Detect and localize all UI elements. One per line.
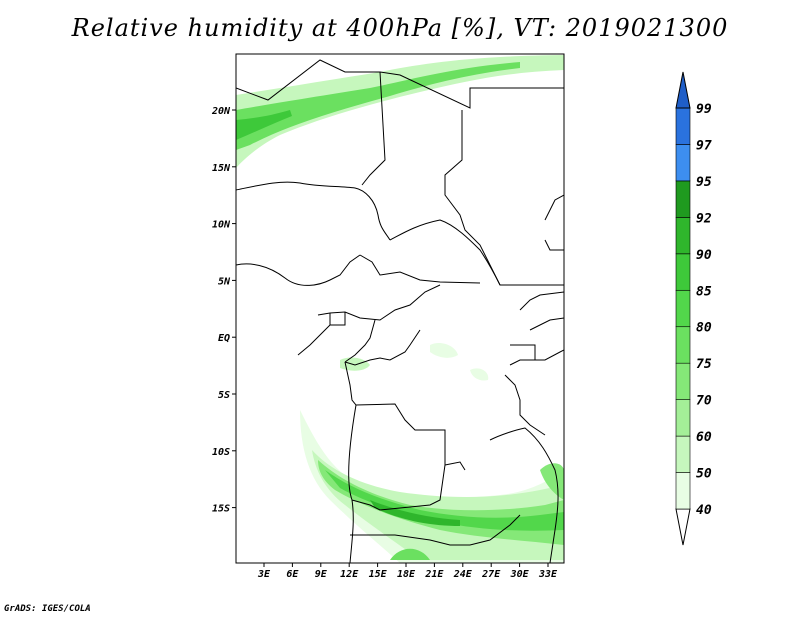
colorbar-label: 85 [696,284,712,299]
colorbar-segment [675,144,691,182]
grads-credit: GrADS: IGES/COLA [4,604,91,614]
colorbar-upper-arrow [675,71,691,109]
lat-tick-label: 15N [212,163,231,174]
lon-tick-label: 9E [315,569,328,580]
colorbar-segment [675,362,691,400]
lon-tick-label: 21E [424,569,444,580]
humidity-shading [236,55,564,563]
latitude-axis: 20N 15N 10N 5N EQ 5S 10S 15S [211,106,236,515]
colorbar-segment [675,107,691,145]
colorbar-lower-arrow [675,508,691,546]
colorbar-segment [675,399,691,437]
lat-tick-label: 10N [212,220,231,231]
colorbar-label: 40 [696,503,712,518]
lon-tick-label: 6E [286,569,299,580]
colorbar-label: 80 [696,321,712,336]
colorbar-label: 99 [696,102,712,117]
lat-tick-label: 20N [211,106,231,117]
country-borders [236,59,564,563]
lon-tick-label: 15E [369,569,388,580]
colorbar: 40 50 60 70 75 80 85 90 92 95 97 99 [675,71,712,546]
lon-tick-label: 3E [257,569,271,580]
chart-title: Relative humidity at 400hPa [%], VT: 201… [71,14,729,42]
lat-tick-label: 15S [212,504,230,515]
colorbar-label: 50 [696,467,712,482]
colorbar-label: 60 [696,430,712,445]
map-frame [235,53,565,564]
lon-tick-label: 12E [340,569,359,580]
colorbar-label: 70 [696,394,712,409]
lon-tick-label: 18E [397,569,416,580]
humidity-band-north [236,55,564,168]
colorbar-segment [675,180,691,218]
humidity-band-north-core [236,62,520,150]
lat-tick-label: 5S [218,390,230,401]
lat-tick-label: EQ [218,333,230,344]
colorbar-label: 95 [696,175,712,190]
lon-tick-label: 27E [481,569,501,580]
colorbar-segment [675,217,691,255]
lon-tick-label: 33E [538,569,558,580]
colorbar-label: 97 [696,138,712,153]
colorbar-segment [675,253,691,291]
lat-tick-label: 5N [218,276,231,287]
colorbar-segment [675,326,691,364]
colorbar-segment [675,289,691,328]
lat-tick-label: 10S [212,447,230,458]
colorbar-segment [675,435,691,473]
colorbar-label: 75 [696,357,712,372]
colorbar-label: 90 [696,248,712,263]
colorbar-segment [675,472,691,510]
lon-tick-label: 30E [510,569,530,580]
colorbar-label: 92 [696,211,712,226]
longitude-axis: 3E 6E 9E 12E 15E 18E 21E 24E 27E 30E 33E [257,563,558,580]
lon-tick-label: 24E [453,569,473,580]
